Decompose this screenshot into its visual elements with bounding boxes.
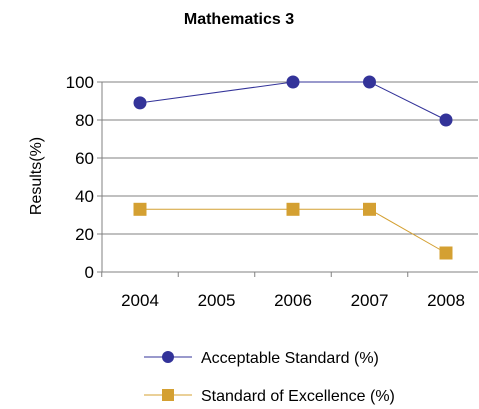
- data-point: [286, 75, 300, 89]
- data-point: [363, 202, 376, 216]
- data-point: [133, 202, 147, 216]
- legend-marker: [162, 351, 174, 363]
- x-axis-ticks: 2004 2005 2006 2007 2008: [101, 272, 465, 310]
- series-line: [139, 81, 447, 121]
- data-point: [363, 75, 376, 89]
- axes: [101, 82, 478, 273]
- y-tick-label: 100: [66, 73, 94, 92]
- chart-title: Mathematics 3: [184, 11, 294, 28]
- y-tick-label: 60: [75, 149, 94, 168]
- y-tick-label: 20: [75, 225, 94, 244]
- x-tick-label: 2005: [198, 291, 236, 310]
- x-tick-label: 2006: [274, 291, 312, 310]
- data-point: [286, 202, 300, 216]
- y-tick-label: 0: [85, 263, 94, 282]
- x-tick-label: 2004: [121, 291, 159, 310]
- series-1: [133, 75, 453, 127]
- legend-item: Standard of Excellence (%): [144, 388, 395, 405]
- legend-marker: [162, 389, 174, 401]
- data-point: [133, 96, 147, 110]
- legend-label: Acceptable Standard (%): [201, 350, 379, 367]
- series-2: [133, 202, 453, 260]
- legend-label: Standard of Excellence (%): [201, 388, 395, 405]
- data-point: [439, 246, 453, 260]
- y-tick-label: 80: [75, 111, 94, 130]
- y-axis-ticks: 0 20 40 60 80 100: [66, 73, 102, 282]
- legend-item: Acceptable Standard (%): [144, 350, 379, 367]
- x-tick-label: 2008: [427, 291, 465, 310]
- y-tick-label: 40: [75, 187, 94, 206]
- series-layer: [133, 75, 453, 260]
- legend: Acceptable Standard (%) Standard of Excel…: [144, 350, 395, 405]
- series-line: [140, 208, 447, 254]
- x-tick-label: 2007: [351, 291, 389, 310]
- y-axis-label: Results(%): [28, 137, 45, 215]
- data-point: [439, 113, 453, 127]
